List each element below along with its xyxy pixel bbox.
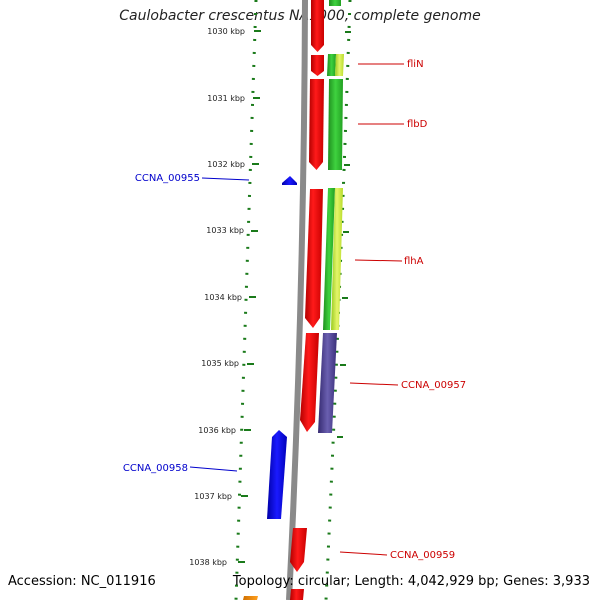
gene-arrow [282, 176, 297, 185]
tick-label: 1030 kbp [207, 27, 245, 36]
leader-line [349, 382, 399, 386]
tick-1036: 1036 kbp [198, 426, 251, 435]
tick-1030: 1030 kbp [207, 27, 261, 36]
cds-green [328, 79, 343, 170]
tick-1032: 1032 kbp [207, 160, 259, 169]
tick-label: 1037 kbp [194, 492, 232, 501]
leader-line [354, 259, 403, 262]
gene-arrow [290, 528, 307, 572]
tick-label: 1035 kbp [201, 359, 239, 368]
gene-arrow [305, 189, 323, 328]
map-title: Caulobacter crescentus NA1000, complete … [119, 8, 481, 24]
cds-green [329, 0, 341, 6]
scale-ticks: 1030 kbp 1031 kbp 1032 kbp 1033 kbp 1034… [189, 27, 261, 567]
gene-label-ccna-00959: CCNA_00959 [390, 550, 455, 561]
reverse-genes [243, 176, 297, 600]
topology-text: Topology: circular; Length: 4,042,929 bp… [232, 574, 590, 589]
gene-label-ccna-00957: CCNA_00957 [401, 380, 466, 391]
tick-label: 1038 kbp [189, 558, 227, 567]
gene-label-flin: fliN [407, 59, 424, 70]
cds-green [327, 54, 336, 76]
cds-track [318, 0, 344, 433]
tick-label: 1036 kbp [198, 426, 236, 435]
tick-1037: 1037 kbp [194, 492, 248, 501]
gene-arrow [290, 589, 304, 600]
genome-backbone [286, 0, 308, 600]
tick-1038: 1038 kbp [189, 558, 245, 567]
tick-1035: 1035 kbp [201, 359, 254, 368]
gene-arrow [309, 79, 324, 170]
outer-dotted-ring [234, 0, 258, 600]
gene-label-ccna-00958: CCNA_00958 [123, 463, 188, 474]
gene-arrow [267, 430, 287, 519]
gene-label-flha: flhA [404, 256, 424, 267]
tick-1034: 1034 kbp [204, 293, 256, 302]
gene-label-ccna-00955: CCNA_00955 [135, 173, 200, 184]
tick-1033: 1033 kbp [206, 226, 258, 235]
accession-text: Accession: NC_011916 [8, 574, 156, 589]
reverse-labels: CCNA_00955 CCNA_00958 [123, 173, 250, 474]
leader-line [189, 466, 238, 472]
tick-label: 1031 kbp [207, 94, 245, 103]
cds-lime [335, 54, 344, 76]
forward-labels: fliN flbD flhA CCNA_00957 CCNA_00959 [339, 59, 466, 561]
tick-1031: 1031 kbp [207, 94, 260, 103]
inner-ring-ticks [337, 31, 351, 438]
cds-green [323, 188, 335, 330]
leader-line [201, 177, 250, 181]
gene-arrow [300, 333, 319, 432]
leader-line [339, 551, 388, 556]
cds-purple [318, 333, 337, 433]
gene-label-flbd: flbD [407, 119, 428, 130]
tick-label: 1034 kbp [204, 293, 242, 302]
tick-label: 1032 kbp [207, 160, 245, 169]
gene-arrow [311, 55, 324, 76]
forward-genes [290, 0, 324, 600]
gene-arrow [311, 0, 324, 52]
cds-lime [331, 188, 343, 330]
gene-arrow [243, 596, 258, 600]
tick-label: 1033 kbp [206, 226, 244, 235]
